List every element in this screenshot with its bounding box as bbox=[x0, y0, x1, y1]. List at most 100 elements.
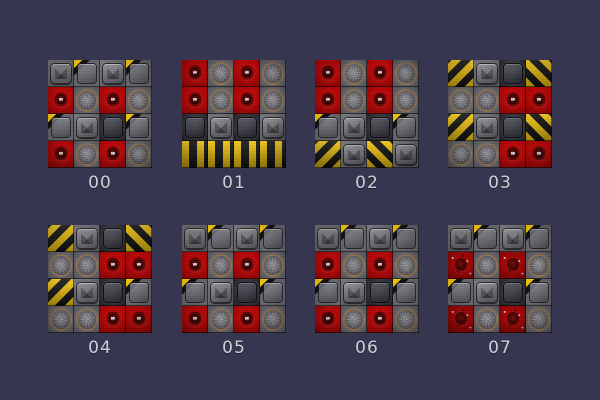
texture-patch-dark bbox=[367, 279, 393, 306]
texture-patch-hazard-vert bbox=[260, 141, 286, 168]
texture-patch-gray bbox=[474, 60, 500, 87]
tile-label: 04 bbox=[88, 338, 112, 358]
tile-item-00[interactable]: 00 bbox=[48, 60, 152, 192]
texture-patch-gray-wedge bbox=[48, 114, 74, 141]
texture-patch-gray bbox=[393, 141, 419, 168]
tile-patch-grid bbox=[48, 225, 152, 333]
texture-patch-gray-round bbox=[474, 141, 500, 168]
texture-patch-red bbox=[315, 60, 341, 87]
tile-thumbnail[interactable] bbox=[315, 225, 419, 333]
tile-item-07[interactable]: 07 bbox=[448, 225, 552, 357]
texture-patch-red bbox=[526, 87, 552, 114]
texture-patch-gray-wedge bbox=[393, 114, 419, 141]
texture-patch-red bbox=[182, 306, 208, 333]
texture-patch-gray-round bbox=[393, 60, 419, 87]
texture-patch-gray-round bbox=[48, 252, 74, 279]
texture-patch-red bbox=[315, 252, 341, 279]
texture-patch-dark bbox=[182, 114, 208, 141]
tile-item-04[interactable]: 04 bbox=[48, 225, 152, 357]
texture-patch-gray-wedge bbox=[260, 279, 286, 306]
texture-patch-hazard-vert bbox=[182, 141, 208, 168]
tile-item-03[interactable]: 03 bbox=[448, 60, 552, 192]
tile-thumbnail[interactable] bbox=[315, 60, 419, 168]
texture-patch-gray-round bbox=[341, 60, 367, 87]
tile-label: 05 bbox=[222, 338, 246, 358]
texture-patch-gray bbox=[260, 114, 286, 141]
tile-item-06[interactable]: 06 bbox=[315, 225, 419, 357]
tile-item-01[interactable]: 01 bbox=[182, 60, 286, 192]
texture-patch-gray-wedge bbox=[474, 225, 500, 252]
texture-patch-gray bbox=[100, 60, 126, 87]
texture-patch-gray-wedge bbox=[341, 225, 367, 252]
texture-patch-gray-round bbox=[393, 87, 419, 114]
texture-patch-gray-round bbox=[260, 252, 286, 279]
tile-patch-grid bbox=[182, 60, 286, 168]
texture-patch-gray-round bbox=[526, 252, 552, 279]
texture-patch-red bbox=[500, 141, 526, 168]
texture-patch-gray-wedge bbox=[526, 279, 552, 306]
texture-patch-gray bbox=[208, 114, 234, 141]
texture-patch-gray bbox=[474, 114, 500, 141]
texture-patch-gray-round bbox=[260, 87, 286, 114]
texture-patch-gray-round bbox=[474, 252, 500, 279]
texture-patch-gray bbox=[74, 114, 100, 141]
texture-patch-gray bbox=[367, 225, 393, 252]
texture-patch-gray-round bbox=[341, 306, 367, 333]
tile-patch-grid bbox=[448, 225, 552, 333]
tile-label: 06 bbox=[355, 338, 379, 358]
texture-patch-gray-round bbox=[474, 306, 500, 333]
texture-patch-gray-wedge bbox=[448, 279, 474, 306]
texture-patch-gray-round bbox=[74, 306, 100, 333]
texture-patch-gray-round bbox=[208, 60, 234, 87]
texture-patch-red-dark bbox=[500, 306, 526, 333]
texture-patch-hazard-vert bbox=[234, 141, 260, 168]
texture-patch-red bbox=[367, 306, 393, 333]
texture-patch-gray bbox=[474, 279, 500, 306]
texture-patch-red bbox=[48, 141, 74, 168]
tile-thumbnail[interactable] bbox=[48, 225, 152, 333]
tile-thumbnail[interactable] bbox=[48, 60, 152, 168]
texture-patch-gray bbox=[341, 141, 367, 168]
tile-label: 03 bbox=[488, 173, 512, 193]
tile-patch-grid bbox=[182, 225, 286, 333]
texture-patch-hazard bbox=[448, 114, 474, 141]
texture-patch-gray bbox=[208, 279, 234, 306]
texture-patch-gray bbox=[74, 279, 100, 306]
texture-patch-hazard bbox=[48, 225, 74, 252]
texture-patch-gray bbox=[448, 225, 474, 252]
tile-thumbnail[interactable] bbox=[182, 60, 286, 168]
texture-patch-gray-round bbox=[474, 87, 500, 114]
texture-patch-hazard bbox=[48, 279, 74, 306]
texture-patch-gray-round bbox=[448, 87, 474, 114]
texture-patch-red bbox=[315, 87, 341, 114]
texture-patch-gray-wedge bbox=[393, 279, 419, 306]
texture-patch-dark bbox=[500, 60, 526, 87]
texture-patch-hazard bbox=[315, 141, 341, 168]
tile-label: 07 bbox=[488, 338, 512, 358]
texture-patch-gray bbox=[182, 225, 208, 252]
texture-patch-gray-round bbox=[526, 306, 552, 333]
texture-patch-red bbox=[126, 252, 152, 279]
texture-patch-red bbox=[182, 252, 208, 279]
tile-thumbnail[interactable] bbox=[182, 225, 286, 333]
texture-patch-gray-wedge bbox=[182, 279, 208, 306]
texture-patch-gray-round bbox=[341, 252, 367, 279]
texture-patch-red bbox=[367, 87, 393, 114]
texture-patch-gray-wedge bbox=[260, 225, 286, 252]
texture-patch-dark bbox=[500, 114, 526, 141]
tile-item-05[interactable]: 05 bbox=[182, 225, 286, 357]
texture-patch-gray-round bbox=[208, 87, 234, 114]
texture-patch-gray-wedge bbox=[74, 60, 100, 87]
texture-patch-dark bbox=[100, 225, 126, 252]
tile-item-02[interactable]: 02 bbox=[315, 60, 419, 192]
tile-patch-grid bbox=[48, 60, 152, 168]
texture-patch-red bbox=[182, 60, 208, 87]
texture-patch-red bbox=[100, 306, 126, 333]
tile-thumbnail[interactable] bbox=[448, 225, 552, 333]
texture-patch-red bbox=[367, 60, 393, 87]
texture-patch-gray bbox=[234, 225, 260, 252]
texture-patch-gray-round bbox=[448, 141, 474, 168]
texture-patch-gray-round bbox=[208, 306, 234, 333]
tile-thumbnail[interactable] bbox=[448, 60, 552, 168]
